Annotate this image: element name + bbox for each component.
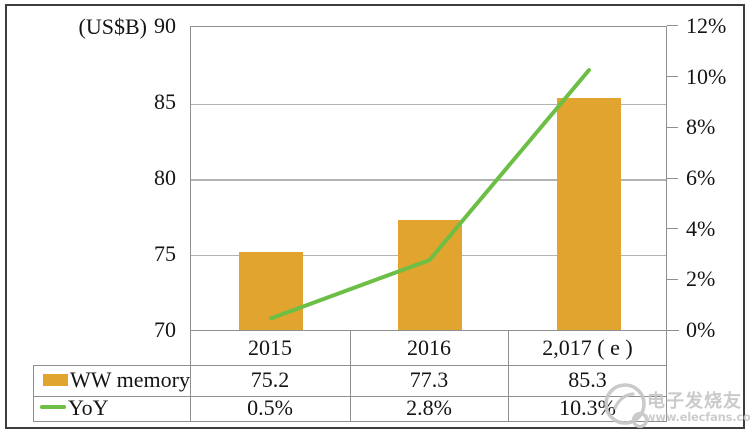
value-cell-2016: 77.3	[409, 367, 449, 392]
left-axis-tick-70: 70	[154, 317, 176, 342]
left-axis-tick-85: 85	[154, 89, 176, 114]
yoy-cell-2016: 2.8%	[406, 395, 452, 420]
right-axis-tickmark-4	[667, 228, 678, 230]
right-axis-tick-10: 10%	[686, 64, 727, 89]
right-axis-tick-4: 4%	[686, 216, 716, 241]
legend-swatch-ww-memory	[43, 374, 68, 386]
table-line-v4	[666, 330, 668, 422]
figure-border	[5, 4, 745, 429]
right-axis-tick-0: 0%	[686, 317, 716, 342]
table-line-v-legend	[33, 365, 35, 422]
right-axis-tickmark-8	[667, 127, 678, 129]
gridline-80	[191, 179, 666, 181]
year-cell-2015: 2015	[248, 335, 292, 360]
watermark-logo-icon	[604, 383, 649, 429]
right-axis-tickmark-10	[667, 76, 678, 78]
left-axis-tick-90: 90	[154, 13, 176, 38]
left-axis-title: (US$B)	[78, 14, 147, 39]
year-cell-2016: 2016	[407, 335, 451, 360]
year-cell-2017e: 2,017 ( e )	[542, 335, 633, 360]
watermark-url-text: www.elecfans.com	[645, 410, 750, 424]
legend-label-ww-memory: WW memory	[70, 367, 190, 392]
right-axis-tick-8: 8%	[686, 114, 716, 139]
right-axis-tickmark-2	[667, 279, 678, 281]
bar-ww-memory-2017	[557, 98, 621, 331]
table-line-v3	[508, 330, 510, 422]
watermark-brand-text: 电子发烧友	[647, 391, 742, 412]
bar-ww-memory-2016	[397, 220, 462, 331]
x-axis-line	[190, 330, 679, 332]
yoy-line	[269, 68, 591, 321]
table-line-v1	[190, 330, 192, 422]
legend-label-yoy: YoY	[68, 395, 109, 420]
gridline-85	[191, 103, 666, 105]
legend-swatch-yoy	[40, 405, 66, 409]
left-axis-tick-80: 80	[154, 165, 176, 190]
right-axis-tick-12: 12%	[686, 13, 727, 38]
yoy-cell-2015: 0.5%	[247, 395, 293, 420]
plot-area	[190, 26, 667, 331]
value-cell-2015: 75.2	[250, 367, 290, 392]
left-axis-tick-75: 75	[154, 241, 176, 266]
table-line-v2	[350, 330, 352, 422]
right-axis-tick-2: 2%	[686, 266, 716, 291]
right-axis-tick-6: 6%	[686, 165, 716, 190]
yoy-line-layer	[269, 68, 591, 321]
value-cell-2017e: 85.3	[568, 367, 607, 392]
right-axis-tickmark-6	[667, 178, 678, 180]
right-axis-tickmark-12	[667, 25, 678, 27]
